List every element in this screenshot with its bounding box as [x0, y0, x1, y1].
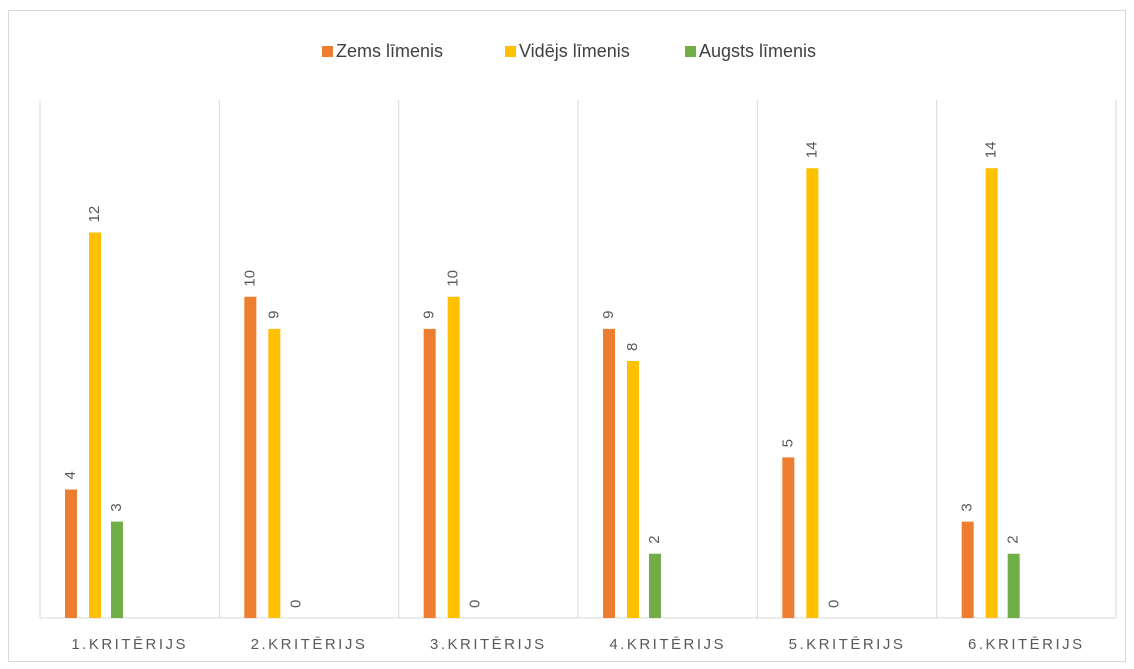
bar [89, 232, 101, 618]
data-label: 12 [86, 206, 103, 223]
data-label: 8 [624, 343, 641, 351]
bar [111, 521, 123, 618]
data-label: 10 [241, 270, 258, 287]
bar [65, 489, 77, 618]
bar [603, 328, 615, 618]
data-label: 9 [600, 311, 617, 319]
x-tick-label: 2.KRITĒRIJS [251, 636, 368, 653]
legend-swatch [322, 46, 333, 57]
bar [649, 553, 661, 618]
legend-swatch [505, 46, 516, 57]
legend-label: Vidējs līmenis [519, 41, 630, 61]
data-label: 14 [983, 142, 1000, 159]
bar [985, 168, 998, 618]
bar [782, 457, 795, 618]
bar [1007, 553, 1020, 618]
bar [806, 168, 819, 618]
legend-swatch [685, 46, 696, 57]
x-tick-label: 6.KRITĒRIJS [968, 636, 1085, 653]
data-label: 9 [421, 311, 438, 319]
bar [423, 328, 436, 618]
data-label: 5 [779, 439, 796, 447]
legend-label: Zems līmenis [336, 41, 443, 61]
data-label: 14 [803, 142, 820, 159]
data-label: 2 [1005, 535, 1022, 543]
data-label: 3 [959, 503, 976, 511]
data-label: 10 [445, 270, 462, 287]
bar [244, 296, 257, 618]
data-label: 3 [108, 503, 125, 511]
data-label: 0 [825, 600, 842, 608]
legend-label: Augsts līmenis [699, 41, 816, 61]
x-tick-label: 3.KRITĒRIJS [430, 636, 547, 653]
x-tick-label: 4.KRITĒRIJS [609, 636, 726, 653]
data-label: 0 [467, 600, 484, 608]
data-label: 2 [646, 535, 663, 543]
data-label: 0 [287, 600, 304, 608]
bar [447, 296, 460, 618]
data-label: 4 [62, 471, 79, 479]
bar [268, 328, 281, 618]
bar [961, 521, 974, 618]
bar [627, 361, 639, 618]
data-label: 9 [265, 311, 282, 319]
x-tick-label: 5.KRITĒRIJS [789, 636, 906, 653]
x-tick-label: 1.KRITĒRIJS [71, 636, 188, 653]
chart-border [8, 10, 1126, 662]
